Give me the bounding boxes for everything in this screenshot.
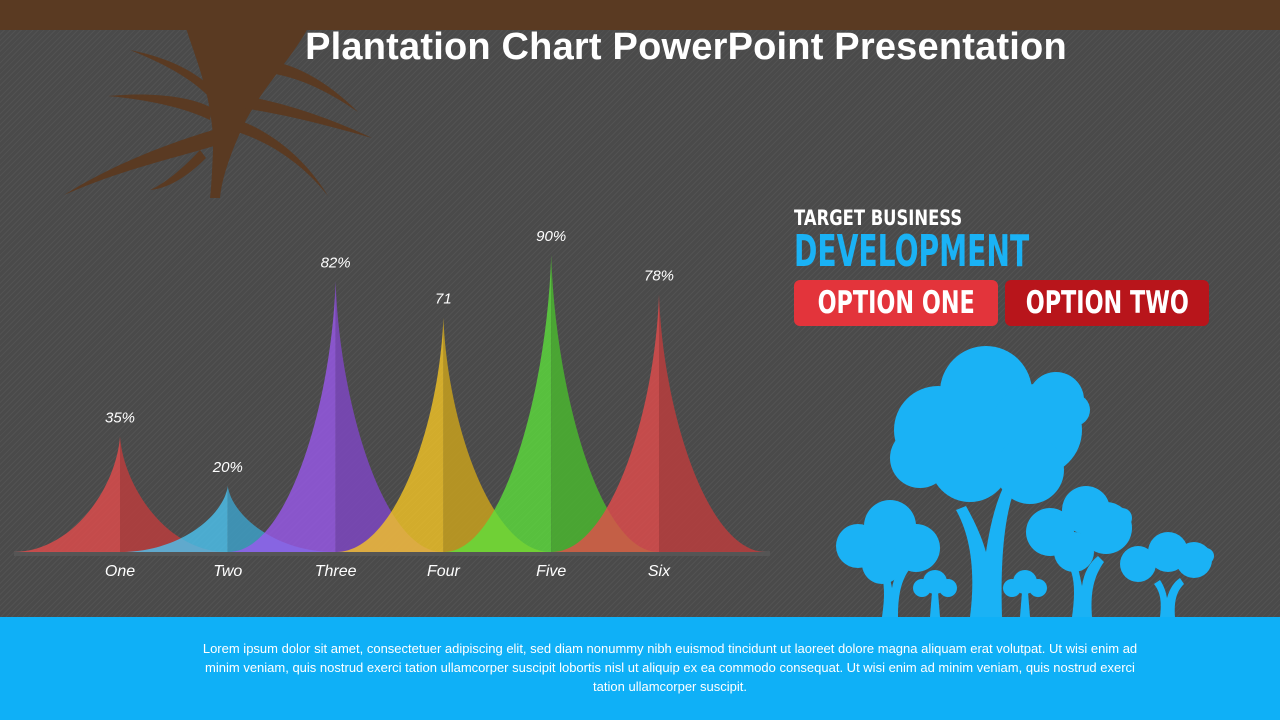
target-business-subtitle: TARGET BUSINESS [794, 206, 963, 230]
peak-right-face [443, 317, 551, 552]
peak-right-face [335, 281, 443, 552]
option-one-label: OPTION ONE [817, 285, 975, 321]
x-axis-line [14, 551, 770, 556]
value-label: 90% [536, 228, 566, 245]
category-label: One [105, 563, 135, 580]
peak-right-face [227, 486, 335, 552]
option-two-label: OPTION TWO [1025, 285, 1189, 321]
peak-left-face [552, 294, 659, 552]
peak-two [120, 486, 335, 552]
peak-four [336, 317, 551, 552]
category-label: Two [213, 563, 242, 580]
peak-left-face [120, 486, 228, 552]
footer-band: Lorem ipsum dolor sit amet, consectetuer… [0, 617, 1280, 720]
development-heading: DEVELOPMENT [794, 226, 1030, 277]
category-label: Five [536, 563, 566, 580]
category-label: Six [648, 563, 671, 580]
peak-five [444, 255, 659, 552]
peak-one [13, 436, 227, 552]
peak-left-face [228, 281, 336, 552]
category-label: Four [427, 563, 461, 580]
plantation-area-chart: 35% One 20% Two 82% Three 71 Four 90% Five 78% Six [13, 228, 770, 580]
peak-right-face [551, 255, 659, 552]
peak-left-face [444, 255, 552, 552]
peak-three [228, 281, 443, 552]
peak-right-face [659, 294, 766, 552]
peak-left-face [13, 436, 120, 552]
footer-text: Lorem ipsum dolor sit amet, consectetuer… [202, 641, 1138, 694]
category-label: Three [315, 563, 357, 580]
top-bar [0, 0, 1280, 30]
value-label: 71 [435, 291, 452, 308]
page-title: Plantation Chart PowerPoint Presentation [305, 26, 1067, 68]
value-label: 20% [212, 459, 243, 476]
option-two-button[interactable]: OPTION TWO [1005, 280, 1209, 326]
option-one-button[interactable]: OPTION ONE [794, 280, 998, 326]
peak-six [552, 294, 766, 552]
peak-right-face [120, 436, 227, 552]
peak-left-face [336, 317, 444, 552]
tree-roots-illustration [64, 28, 372, 198]
trees-illustration [836, 346, 1214, 617]
value-label: 82% [321, 254, 351, 271]
value-label: 35% [105, 410, 135, 427]
value-label: 78% [644, 268, 674, 285]
